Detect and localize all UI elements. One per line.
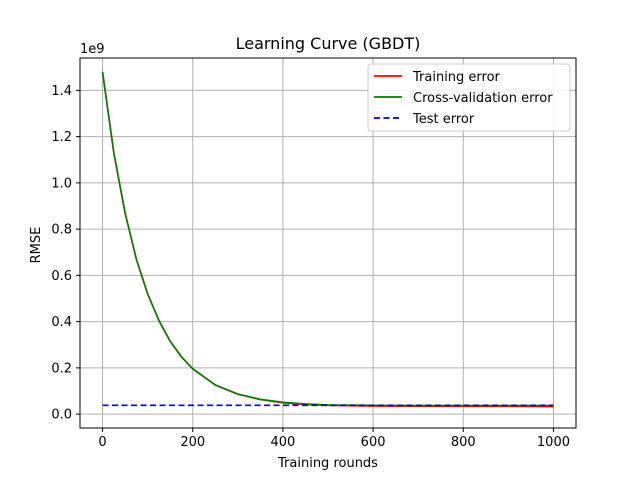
y-multiplier-label: 1e9 [80, 42, 105, 57]
x-tick-label: 200 [180, 435, 205, 450]
ticks: 0 200 400 600 800 1000 0.0 0.2 0.4 0.6 0.8 1.0 1.2 1.… [51, 84, 570, 450]
plot-frame [79, 57, 577, 429]
x-tick-label: 800 [451, 435, 476, 450]
y-axis-label: RMSE [29, 227, 44, 264]
y-tick-label: 0.6 [51, 269, 72, 284]
grid [80, 58, 576, 428]
legend-entry-training-error: Training error [412, 70, 501, 85]
y-tick-label: 0.2 [51, 361, 72, 376]
y-tick-label: 1.0 [51, 176, 72, 191]
y-tick-label: 0.8 [51, 223, 72, 238]
x-axis-label: Training rounds [277, 456, 378, 471]
legend: Training error Cross-validation error Test… [367, 63, 571, 132]
series-lines [101, 71, 554, 408]
y-tick-label: 0.4 [51, 315, 72, 330]
legend-box [367, 63, 571, 132]
legend-entry-cross-validation-error: Cross-validation error [413, 91, 553, 106]
x-tick-label: 0 [98, 435, 106, 450]
y-tick-label: 1.2 [51, 130, 72, 145]
legend-entry-test-error: Test error [412, 112, 475, 127]
chart-title: Learning Curve (GBDT) [236, 34, 421, 53]
y-tick-label: 0.0 [51, 408, 72, 423]
x-tick-label: 1000 [537, 435, 570, 450]
y-tick-label: 1.4 [51, 84, 72, 99]
x-tick-label: 400 [270, 435, 295, 450]
x-tick-label: 600 [361, 435, 386, 450]
